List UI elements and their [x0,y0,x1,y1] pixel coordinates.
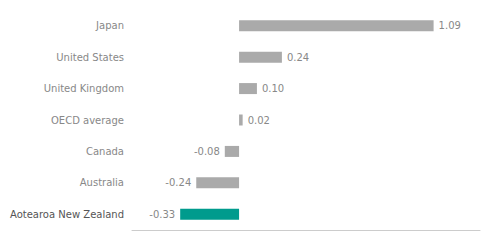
svg-text:OECD average: OECD average [51,115,124,126]
svg-text:United Kingdom: United Kingdom [44,83,124,94]
svg-text:Japan: Japan [95,20,124,31]
svg-text:0.24: 0.24 [287,52,309,63]
svg-text:Aotearoa New Zealand: Aotearoa New Zealand [10,209,124,220]
svg-text:0.10: 0.10 [262,83,284,94]
svg-text:United States: United States [56,52,124,63]
svg-text:1.09: 1.09 [439,20,461,31]
svg-text:-0.33: -0.33 [149,209,175,220]
svg-text:0.02: 0.02 [248,115,270,126]
svg-text:-0.24: -0.24 [165,177,191,188]
svg-text:-0.08: -0.08 [194,146,220,157]
svg-text:Australia: Australia [80,177,124,188]
svg-text:Canada: Canada [86,146,124,157]
